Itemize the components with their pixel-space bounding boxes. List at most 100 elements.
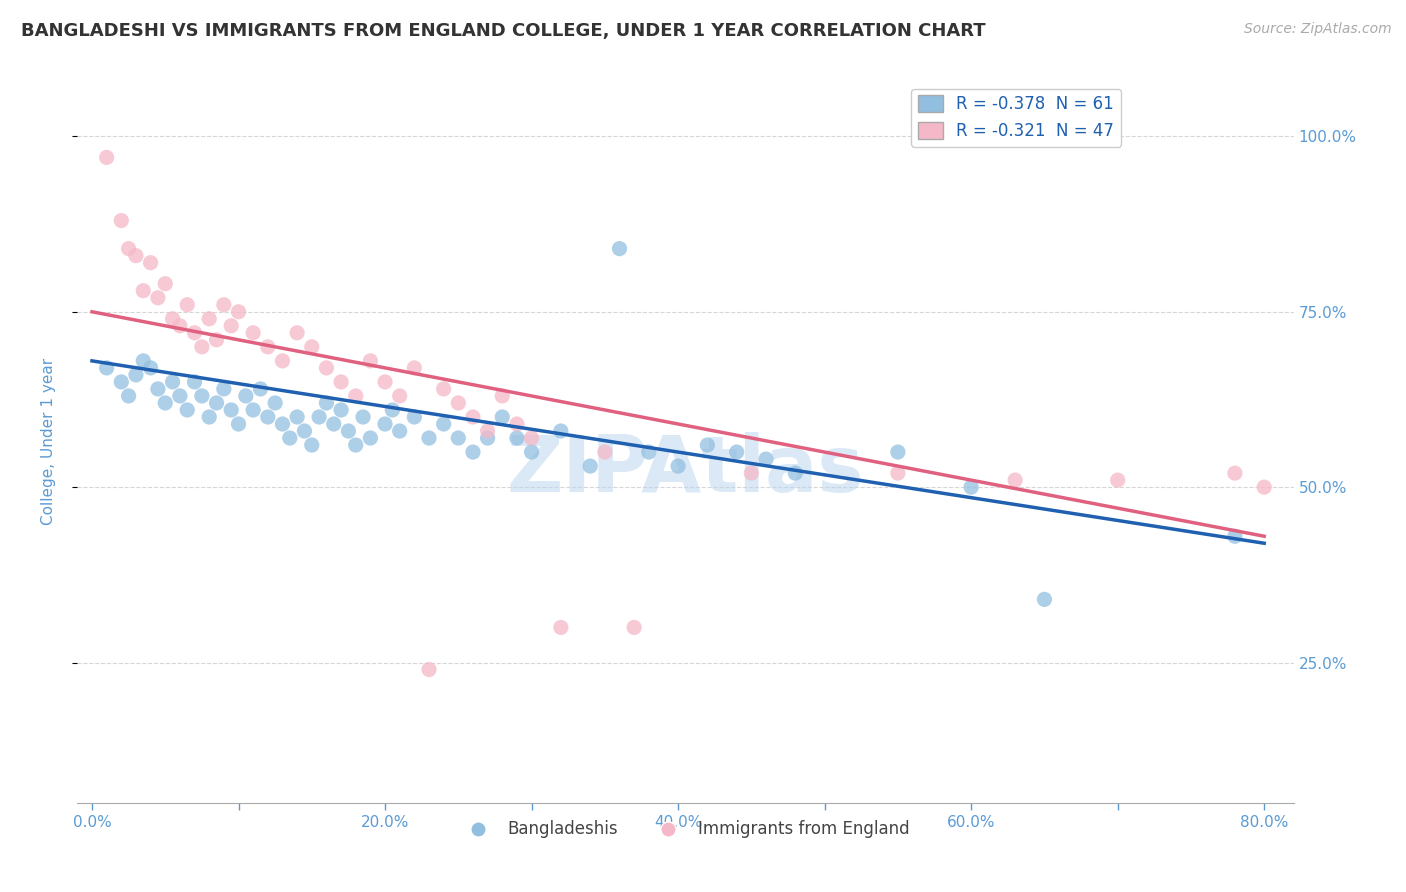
Point: [491, 409, 513, 424]
Point: [887, 466, 910, 480]
Point: [1004, 473, 1026, 487]
Point: [477, 431, 499, 445]
Point: [146, 382, 169, 396]
Point: [155, 396, 177, 410]
Point: [506, 431, 529, 445]
Point: [740, 466, 762, 480]
Point: [374, 375, 396, 389]
Point: [278, 431, 301, 445]
Point: [359, 431, 381, 445]
Point: [337, 424, 360, 438]
Point: [212, 382, 235, 396]
Point: [169, 318, 191, 333]
Point: [785, 466, 807, 480]
Point: [110, 375, 132, 389]
Point: [285, 409, 308, 424]
Point: [330, 403, 353, 417]
Point: [1107, 473, 1129, 487]
Point: [183, 375, 205, 389]
Point: [176, 298, 198, 312]
Point: [256, 340, 278, 354]
Point: [191, 340, 214, 354]
Point: [359, 354, 381, 368]
Point: [433, 417, 456, 431]
Point: [1223, 529, 1246, 543]
Point: [96, 151, 118, 165]
Point: [169, 389, 191, 403]
Point: [315, 396, 337, 410]
Point: [271, 354, 294, 368]
Point: [388, 389, 411, 403]
Point: [433, 382, 456, 396]
Text: Source: ZipAtlas.com: Source: ZipAtlas.com: [1244, 22, 1392, 37]
Point: [219, 318, 242, 333]
Point: [264, 396, 287, 410]
Point: [352, 409, 374, 424]
Point: [609, 242, 631, 256]
Point: [162, 311, 184, 326]
Point: [344, 389, 367, 403]
Point: [125, 368, 148, 382]
Point: [461, 409, 484, 424]
Point: [256, 409, 278, 424]
Point: [579, 459, 602, 474]
Point: [301, 340, 323, 354]
Point: [404, 409, 426, 424]
Point: [294, 424, 316, 438]
Point: [330, 375, 353, 389]
Point: [125, 249, 148, 263]
Text: ZIPAtlas: ZIPAtlas: [506, 433, 865, 508]
Point: [271, 417, 294, 431]
Point: [418, 663, 440, 677]
Point: [637, 445, 659, 459]
Point: [96, 360, 118, 375]
Point: [623, 620, 645, 634]
Point: [132, 284, 155, 298]
Point: [132, 354, 155, 368]
Point: [461, 445, 484, 459]
Point: [117, 242, 139, 256]
Point: [381, 403, 404, 417]
Point: [477, 424, 499, 438]
Point: [191, 389, 214, 403]
Point: [198, 311, 221, 326]
Point: [887, 445, 910, 459]
Point: [301, 438, 323, 452]
Point: [228, 305, 250, 319]
Y-axis label: College, Under 1 year: College, Under 1 year: [42, 358, 56, 525]
Point: [960, 480, 983, 494]
Point: [388, 424, 411, 438]
Point: [696, 438, 718, 452]
Point: [506, 417, 529, 431]
Point: [666, 459, 689, 474]
Point: [235, 389, 257, 403]
Point: [162, 375, 184, 389]
Point: [205, 333, 228, 347]
Point: [322, 417, 344, 431]
Point: [139, 360, 162, 375]
Point: [176, 403, 198, 417]
Point: [219, 403, 242, 417]
Point: [146, 291, 169, 305]
Point: [520, 431, 543, 445]
Point: [550, 424, 572, 438]
Point: [550, 620, 572, 634]
Point: [374, 417, 396, 431]
Point: [755, 452, 778, 467]
Point: [1223, 466, 1246, 480]
Point: [228, 417, 250, 431]
Point: [447, 431, 470, 445]
Point: [205, 396, 228, 410]
Text: BANGLADESHI VS IMMIGRANTS FROM ENGLAND COLLEGE, UNDER 1 YEAR CORRELATION CHART: BANGLADESHI VS IMMIGRANTS FROM ENGLAND C…: [21, 22, 986, 40]
Point: [212, 298, 235, 312]
Point: [198, 409, 221, 424]
Point: [285, 326, 308, 340]
Point: [117, 389, 139, 403]
Point: [183, 326, 205, 340]
Point: [1253, 480, 1275, 494]
Point: [725, 445, 748, 459]
Point: [249, 382, 271, 396]
Point: [242, 326, 264, 340]
Point: [308, 409, 330, 424]
Point: [404, 360, 426, 375]
